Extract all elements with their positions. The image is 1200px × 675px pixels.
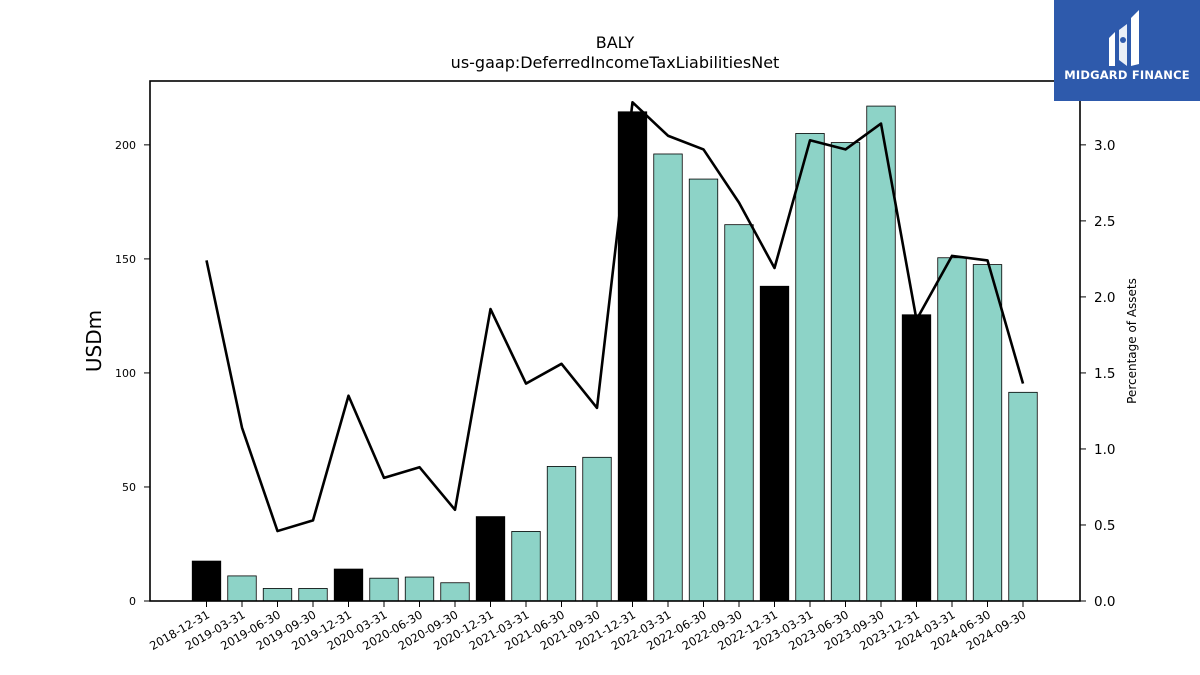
plot-frame — [149, 80, 1081, 602]
bar — [1008, 391, 1038, 602]
bar — [475, 516, 506, 602]
y-tick-label: 50 — [122, 481, 136, 494]
y-tick-label: 0 — [129, 595, 136, 608]
bar-group — [191, 105, 1038, 602]
y-tick-label: 150 — [115, 253, 136, 266]
y-tick-label: 200 — [115, 139, 136, 152]
bar — [795, 133, 825, 602]
bar — [724, 224, 754, 602]
y-tick-label: 100 — [115, 367, 136, 380]
bar — [653, 153, 683, 602]
bar — [582, 456, 612, 602]
chart-title: BALY — [596, 33, 635, 52]
y2-axis-label: Percentage of Assets — [1125, 278, 1139, 404]
y2-tick-label: 0.0 — [1094, 594, 1115, 610]
y-axis-left: 0 50 100 150 200 — [115, 139, 150, 608]
bar — [440, 582, 470, 602]
series-line — [205, 100, 1025, 533]
y-axis-label: USDm — [82, 310, 106, 372]
y2-tick-label: 0.5 — [1094, 518, 1115, 534]
bar — [369, 577, 399, 602]
bar — [688, 178, 719, 602]
logo-text: MIDGARD FINANCE — [1064, 68, 1190, 82]
bar — [972, 264, 1003, 602]
y2-tick-label: 1.5 — [1094, 366, 1115, 382]
bar — [759, 285, 790, 602]
bar — [511, 531, 541, 602]
y2-tick-label: 1.0 — [1094, 442, 1115, 458]
logo: MIDGARD FINANCE — [1054, 0, 1200, 101]
line-group — [205, 100, 1025, 533]
bar — [262, 588, 293, 602]
bar — [191, 560, 222, 602]
midgard-logo-icon — [1109, 10, 1139, 66]
bar — [333, 568, 364, 602]
y2-tick-label: 2.0 — [1094, 290, 1115, 306]
y2-tick-label: 3.0 — [1094, 138, 1115, 154]
bar — [901, 314, 932, 602]
bar — [937, 257, 967, 602]
bar — [866, 105, 896, 602]
y2-tick-label: 2.5 — [1094, 214, 1115, 230]
chart-subtitle: us-gaap:DeferredIncomeTaxLiabilitiesNet — [451, 53, 780, 72]
bar — [546, 466, 577, 602]
bar — [404, 576, 435, 602]
bar — [227, 575, 257, 602]
y-axis-right: 0.0 0.5 1.0 1.5 2.0 2.5 3.0 — [1080, 138, 1115, 610]
x-axis: 2018-12-312019-03-312019-06-302019-09-30… — [147, 601, 1029, 653]
bar — [298, 588, 328, 602]
bar — [830, 142, 861, 602]
